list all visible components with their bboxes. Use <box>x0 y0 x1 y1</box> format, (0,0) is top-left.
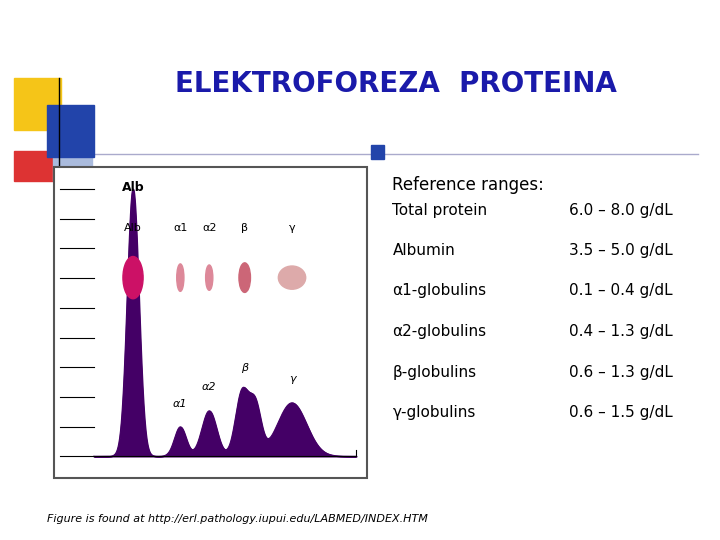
Text: α2: α2 <box>202 382 217 392</box>
Text: α2: α2 <box>202 223 217 233</box>
Bar <box>53 151 92 181</box>
Bar <box>47 105 94 157</box>
Text: Alb: Alb <box>124 223 142 233</box>
Text: α2-globulins: α2-globulins <box>392 324 487 339</box>
Text: 0.6 – 1.5 g/dL: 0.6 – 1.5 g/dL <box>569 405 672 420</box>
Text: α1: α1 <box>173 400 188 409</box>
Ellipse shape <box>123 256 143 299</box>
Text: Figure is found at http://erl.pathology.iupui.edu/LABMED/INDEX.HTM: Figure is found at http://erl.pathology.… <box>47 514 428 524</box>
Ellipse shape <box>206 265 213 291</box>
Text: 0.4 – 1.3 g/dL: 0.4 – 1.3 g/dL <box>569 324 672 339</box>
Text: β-globulins: β-globulins <box>392 364 477 380</box>
Text: 0.6 – 1.3 g/dL: 0.6 – 1.3 g/dL <box>569 364 672 380</box>
Text: γ: γ <box>289 223 295 233</box>
Text: Albumin: Albumin <box>392 243 455 258</box>
Text: α1: α1 <box>173 223 187 233</box>
Text: γ: γ <box>289 374 295 384</box>
Text: 3.5 – 5.0 g/dL: 3.5 – 5.0 g/dL <box>569 243 672 258</box>
Ellipse shape <box>176 264 184 292</box>
Text: β: β <box>241 363 248 373</box>
Text: α1-globulins: α1-globulins <box>392 284 487 299</box>
Text: γ-globulins: γ-globulins <box>392 405 476 420</box>
Ellipse shape <box>239 263 251 292</box>
Text: Total protein: Total protein <box>392 202 487 218</box>
Text: 0.1 – 0.4 g/dL: 0.1 – 0.4 g/dL <box>569 284 672 299</box>
Text: 6.0 – 8.0 g/dL: 6.0 – 8.0 g/dL <box>569 202 672 218</box>
Text: ELEKTROFOREZA  PROTEINA: ELEKTROFOREZA PROTEINA <box>175 70 617 98</box>
Bar <box>14 78 61 130</box>
Bar <box>14 151 58 181</box>
Bar <box>371 145 384 159</box>
Ellipse shape <box>279 266 306 289</box>
Text: β: β <box>241 223 248 233</box>
Text: Reference ranges:: Reference ranges: <box>392 176 544 193</box>
Text: Alb: Alb <box>122 181 144 194</box>
Bar <box>54 167 367 478</box>
